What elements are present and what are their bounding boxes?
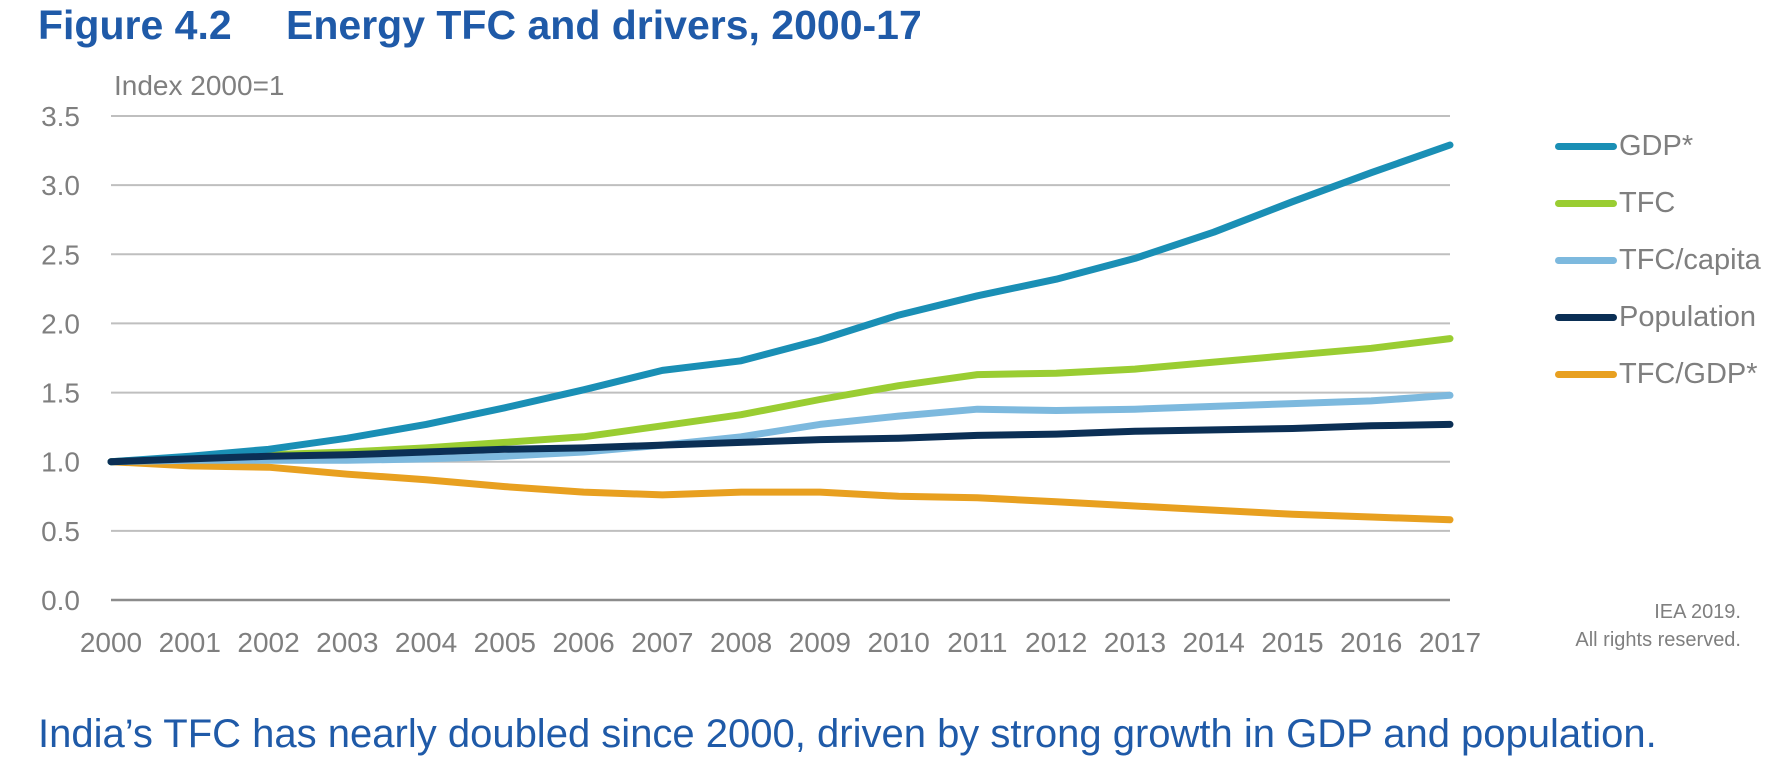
series-line-gdp [107, 141, 1454, 466]
figure-caption: India’s TFC has nearly doubled since 200… [38, 712, 1657, 756]
y-tick-label: 2.0 [41, 308, 80, 339]
x-tick-label: 2000 [80, 627, 142, 658]
x-tick-label: 2005 [474, 627, 536, 658]
y-tick-label: 3.0 [41, 170, 80, 201]
y-tick-label: 0.5 [41, 516, 80, 547]
legend-item-population: Population [1555, 289, 1761, 346]
legend-label: TFC [1619, 187, 1676, 219]
legend-swatch [1555, 143, 1617, 150]
x-tick-label: 2006 [552, 627, 614, 658]
legend-label: TFC/capita [1619, 244, 1761, 276]
legend-swatch [1555, 371, 1617, 378]
copyright-line-2: All rights reserved. [1575, 629, 1741, 651]
legend-item-tfc-gdp: TFC/GDP* [1555, 346, 1761, 403]
x-tick-label: 2012 [1025, 627, 1087, 658]
series-line-tfc-gdp [107, 458, 1454, 524]
figure-title-text: Energy TFC and drivers, 2000-17 [286, 2, 922, 48]
y-tick-label: 2.5 [41, 239, 80, 270]
x-tick-label: 2007 [631, 627, 693, 658]
legend-swatch [1555, 200, 1617, 207]
x-tick-label: 2010 [867, 627, 929, 658]
x-tick-label: 2003 [316, 627, 378, 658]
x-tick-label: 2015 [1261, 627, 1323, 658]
y-tick-label: 1.0 [41, 447, 80, 478]
series-line-tfc-capita [107, 391, 1454, 466]
legend-label: Population [1619, 301, 1757, 333]
legend-swatch [1555, 257, 1617, 264]
legend-item-tfc-capita: TFC/capita [1555, 232, 1761, 289]
x-tick-label: 2013 [1104, 627, 1166, 658]
legend-item-tfc: TFC [1555, 175, 1761, 232]
series-lines [107, 141, 1454, 524]
series-line-population [107, 420, 1454, 466]
x-tick-label: 2002 [237, 627, 299, 658]
y-axis-unit-label: Index 2000=1 [114, 70, 285, 101]
x-axis-ticks: 2000 2001 2002 2003 2004 2005 2006 2007 2008 2009… [80, 627, 1481, 658]
x-tick-label: 2016 [1340, 627, 1402, 658]
legend-swatch [1555, 314, 1617, 321]
y-tick-label: 0.0 [41, 585, 80, 616]
y-axis-ticks: 0.0 0.5 1.0 1.5 2.0 2.5 3.0 3.5 [41, 101, 80, 616]
figure-number: Figure 4.2 [38, 2, 232, 48]
x-tick-label: 2008 [710, 627, 772, 658]
y-tick-label: 1.5 [41, 378, 80, 409]
x-tick-label: 2014 [1183, 627, 1245, 658]
x-tick-label: 2011 [947, 627, 1007, 658]
x-tick-label: 2009 [789, 627, 851, 658]
copyright-note: IEA 2019. All rights reserved. [1575, 598, 1741, 654]
copyright-line-1: IEA 2019. [1654, 601, 1741, 623]
line-chart: 0.00.51.01.52.02.53.03.5 2000 2001 2002 200… [41, 101, 1481, 658]
x-tick-label: 2017 [1419, 627, 1481, 658]
x-tick-label: 2001 [159, 627, 221, 658]
legend: GDP* TFC TFC/capita Population TFC/GDP* [1555, 118, 1761, 403]
legend-item-gdp: GDP* [1555, 118, 1761, 175]
x-tick-label: 2004 [395, 627, 457, 658]
legend-label: GDP* [1619, 130, 1694, 162]
figure-title: Figure 4.2 Energy TFC and drivers, 2000-1… [38, 2, 922, 49]
y-tick-label: 3.5 [41, 101, 80, 132]
legend-label: TFC/GDP* [1619, 358, 1758, 390]
